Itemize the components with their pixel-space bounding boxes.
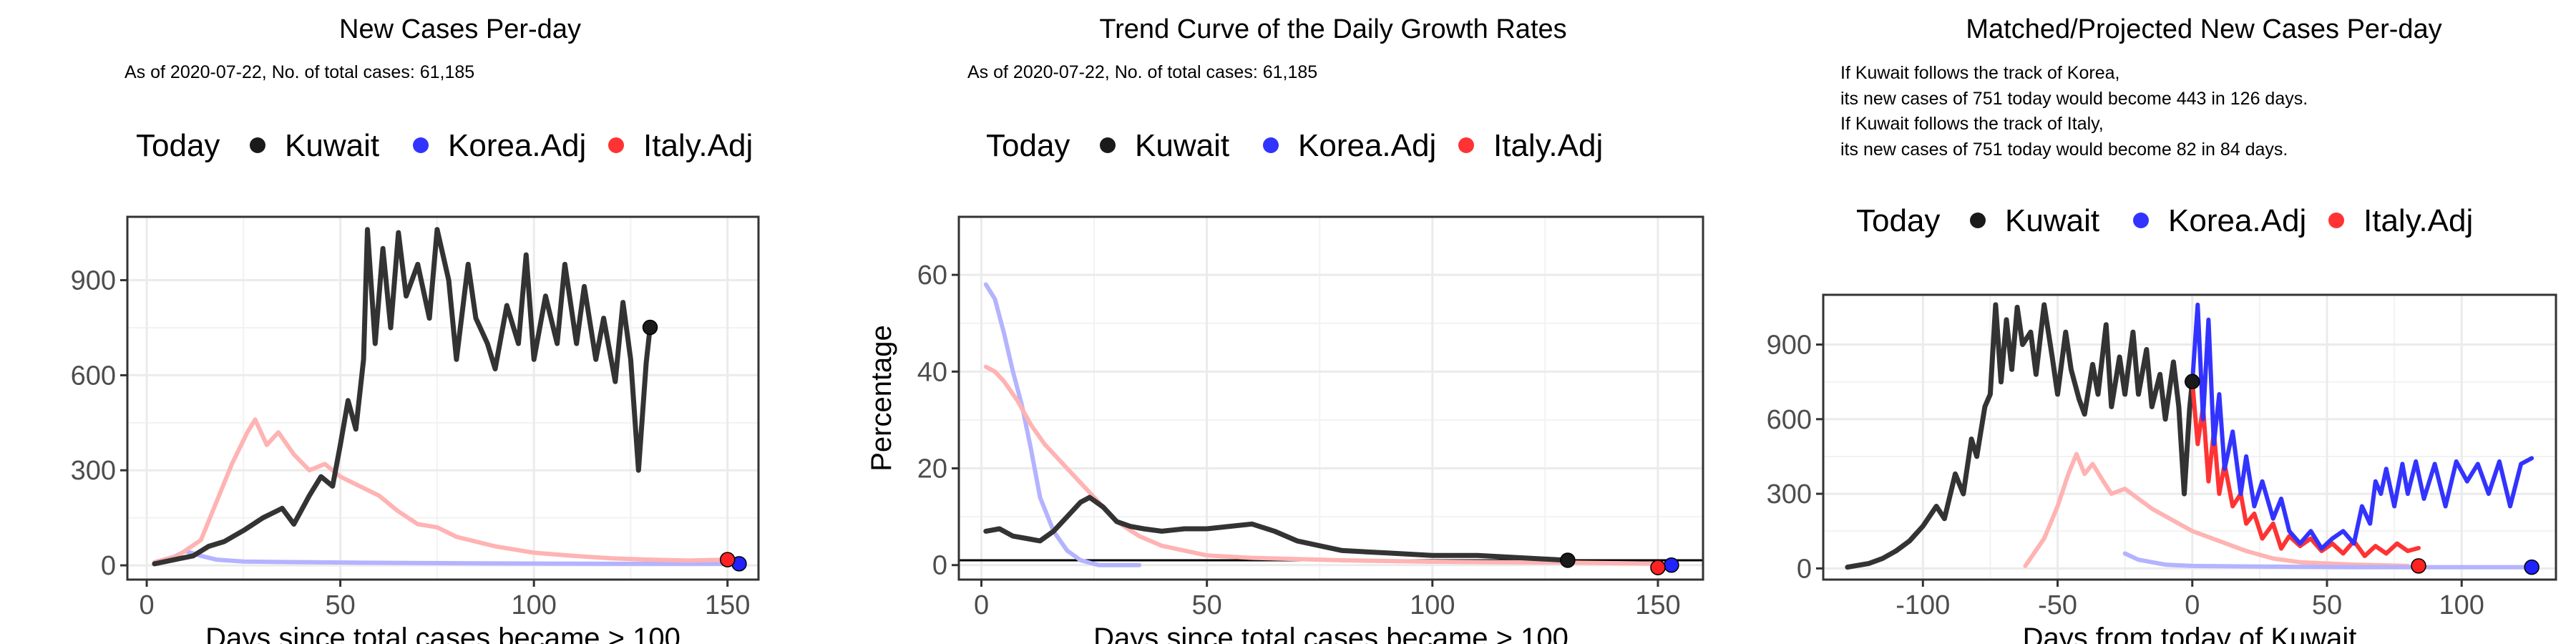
x-tick-label: 0 <box>139 590 154 620</box>
legend-label: Korea.Adj <box>1298 128 1436 163</box>
y-tick-label: 20 <box>917 454 947 484</box>
panel2-subtitle: As of 2020-07-22, No. of total cases: 61… <box>967 62 1317 82</box>
today-point-kuwait <box>642 319 658 336</box>
legend-label: Kuwait <box>2005 203 2099 238</box>
x-tick-label: 150 <box>1635 590 1680 620</box>
today-point-italy-adj <box>2411 558 2426 574</box>
legend-key-korea-adj <box>1263 137 1279 153</box>
y-tick-label: 60 <box>917 260 947 291</box>
legend-key-korea-adj <box>413 137 429 153</box>
series-line-kuwait <box>152 227 653 567</box>
panel3-subtitle-line4: its new cases of 751 today would become … <box>1840 140 2288 160</box>
plot-border <box>1822 293 2557 581</box>
legend-key-italy-adj <box>2328 213 2344 228</box>
x-tick-label: 50 <box>1192 590 1222 620</box>
legend-label: Italy.Adj <box>643 128 753 163</box>
today-point-korea-adj <box>1664 557 1679 573</box>
x-tick-label: 150 <box>705 590 750 620</box>
plot-border <box>957 215 1704 581</box>
legend-label: Italy.Adj <box>2363 203 2473 238</box>
y-tick-label: 600 <box>71 361 116 391</box>
today-point-kuwait <box>1560 552 1576 568</box>
y-tick-label: 300 <box>71 456 116 486</box>
legend-title: Today <box>136 128 220 163</box>
x-axis-label: Days from today of Kuwait <box>2023 623 2357 644</box>
panel3-subtitle-line3: If Kuwait follows the track of Italy, <box>1840 114 2104 134</box>
legend-key-korea-adj <box>2133 213 2149 228</box>
series-line-kuwait <box>1845 302 2195 570</box>
y-tick-label: 900 <box>71 266 116 296</box>
series-line-italy-adj <box>152 417 730 565</box>
panel1-subtitle: As of 2020-07-22, No. of total cases: 61… <box>125 62 474 82</box>
legend-title: Today <box>1856 203 1940 238</box>
legend-key-kuwait <box>1100 137 1116 153</box>
legend-label: Kuwait <box>285 128 379 163</box>
legend-key-kuwait <box>1970 213 1986 228</box>
x-axis-label: Days since total cases became > 100 <box>1093 623 1568 644</box>
y-axis-label: Percentage <box>866 325 897 472</box>
y-tick-label: 40 <box>917 357 947 387</box>
plot-border <box>126 215 760 581</box>
legend-key-italy-adj <box>608 137 624 153</box>
x-tick-label: 50 <box>325 590 355 620</box>
y-tick-label: 600 <box>1767 405 1812 435</box>
x-tick-label: 0 <box>974 590 989 620</box>
legend: Today Kuwait Korea.Adj Italy.Adj <box>136 128 753 163</box>
legend-label: Italy.Adj <box>1493 128 1603 163</box>
panel2-title: Trend Curve of the Daily Growth Rates <box>1099 14 1566 44</box>
x-axis-label: Days since total cases became > 100 <box>205 623 680 644</box>
panel-2: 0 50 100 150 0 20 40 60 Days since total cases b… <box>866 128 1704 644</box>
x-tick-label: 0 <box>2185 590 2200 620</box>
legend: Today Kuwait Korea.Adj Italy.Adj <box>1856 203 2473 238</box>
today-point-italy-adj <box>1650 560 1666 575</box>
legend-title: Today <box>986 128 1070 163</box>
y-tick-label: 0 <box>101 551 116 581</box>
panel3-subtitle-line2: its new cases of 751 today would become … <box>1840 89 2308 109</box>
series-line-italy-adj <box>2023 452 2410 568</box>
today-point-kuwait <box>2185 374 2200 390</box>
series-line-kuwait <box>983 494 1571 563</box>
legend-label: Korea.Adj <box>448 128 586 163</box>
y-tick-label: 0 <box>1797 554 1812 584</box>
plot-background <box>959 217 1703 580</box>
panel3-title: Matched/Projected New Cases Per-day <box>1966 14 2441 44</box>
panel3-subtitle-line1: If Kuwait follows the track of Korea, <box>1840 63 2119 83</box>
x-tick-label: -50 <box>2038 590 2077 620</box>
legend: Today Kuwait Korea.Adj Italy.Adj <box>986 128 1603 163</box>
series-line-korea-adj <box>2122 551 2534 570</box>
series-line-kuwait-projected-italy- <box>2190 379 2421 558</box>
y-tick-label: 300 <box>1767 479 1812 509</box>
x-tick-label: 100 <box>511 590 556 620</box>
panel-3: -100 -50 0 50 100 0 300 600 900 Days from today o… <box>1767 203 2557 644</box>
series-line-korea-adj <box>983 282 1142 567</box>
x-tick-label: -100 <box>1896 590 1950 620</box>
plot-background <box>127 217 758 580</box>
x-tick-label: 50 <box>2312 590 2342 620</box>
y-tick-label: 0 <box>932 551 947 581</box>
legend-key-kuwait <box>250 137 265 153</box>
legend-key-italy-adj <box>1458 137 1474 153</box>
legend-label: Kuwait <box>1135 128 1229 163</box>
x-tick-label: 100 <box>1410 590 1455 620</box>
panel1-title: New Cases Per-day <box>339 14 581 44</box>
today-point-italy-adj <box>719 552 736 567</box>
series-line-kuwait-projected-korea- <box>2190 302 2534 551</box>
x-tick-label: 100 <box>2439 590 2484 620</box>
legend-label: Korea.Adj <box>2168 203 2306 238</box>
panel-1: 0 50 100 150 0 300 600 900 Days since total case… <box>71 128 760 644</box>
y-tick-label: 900 <box>1767 331 1812 361</box>
today-point-korea-adj <box>2524 559 2540 575</box>
